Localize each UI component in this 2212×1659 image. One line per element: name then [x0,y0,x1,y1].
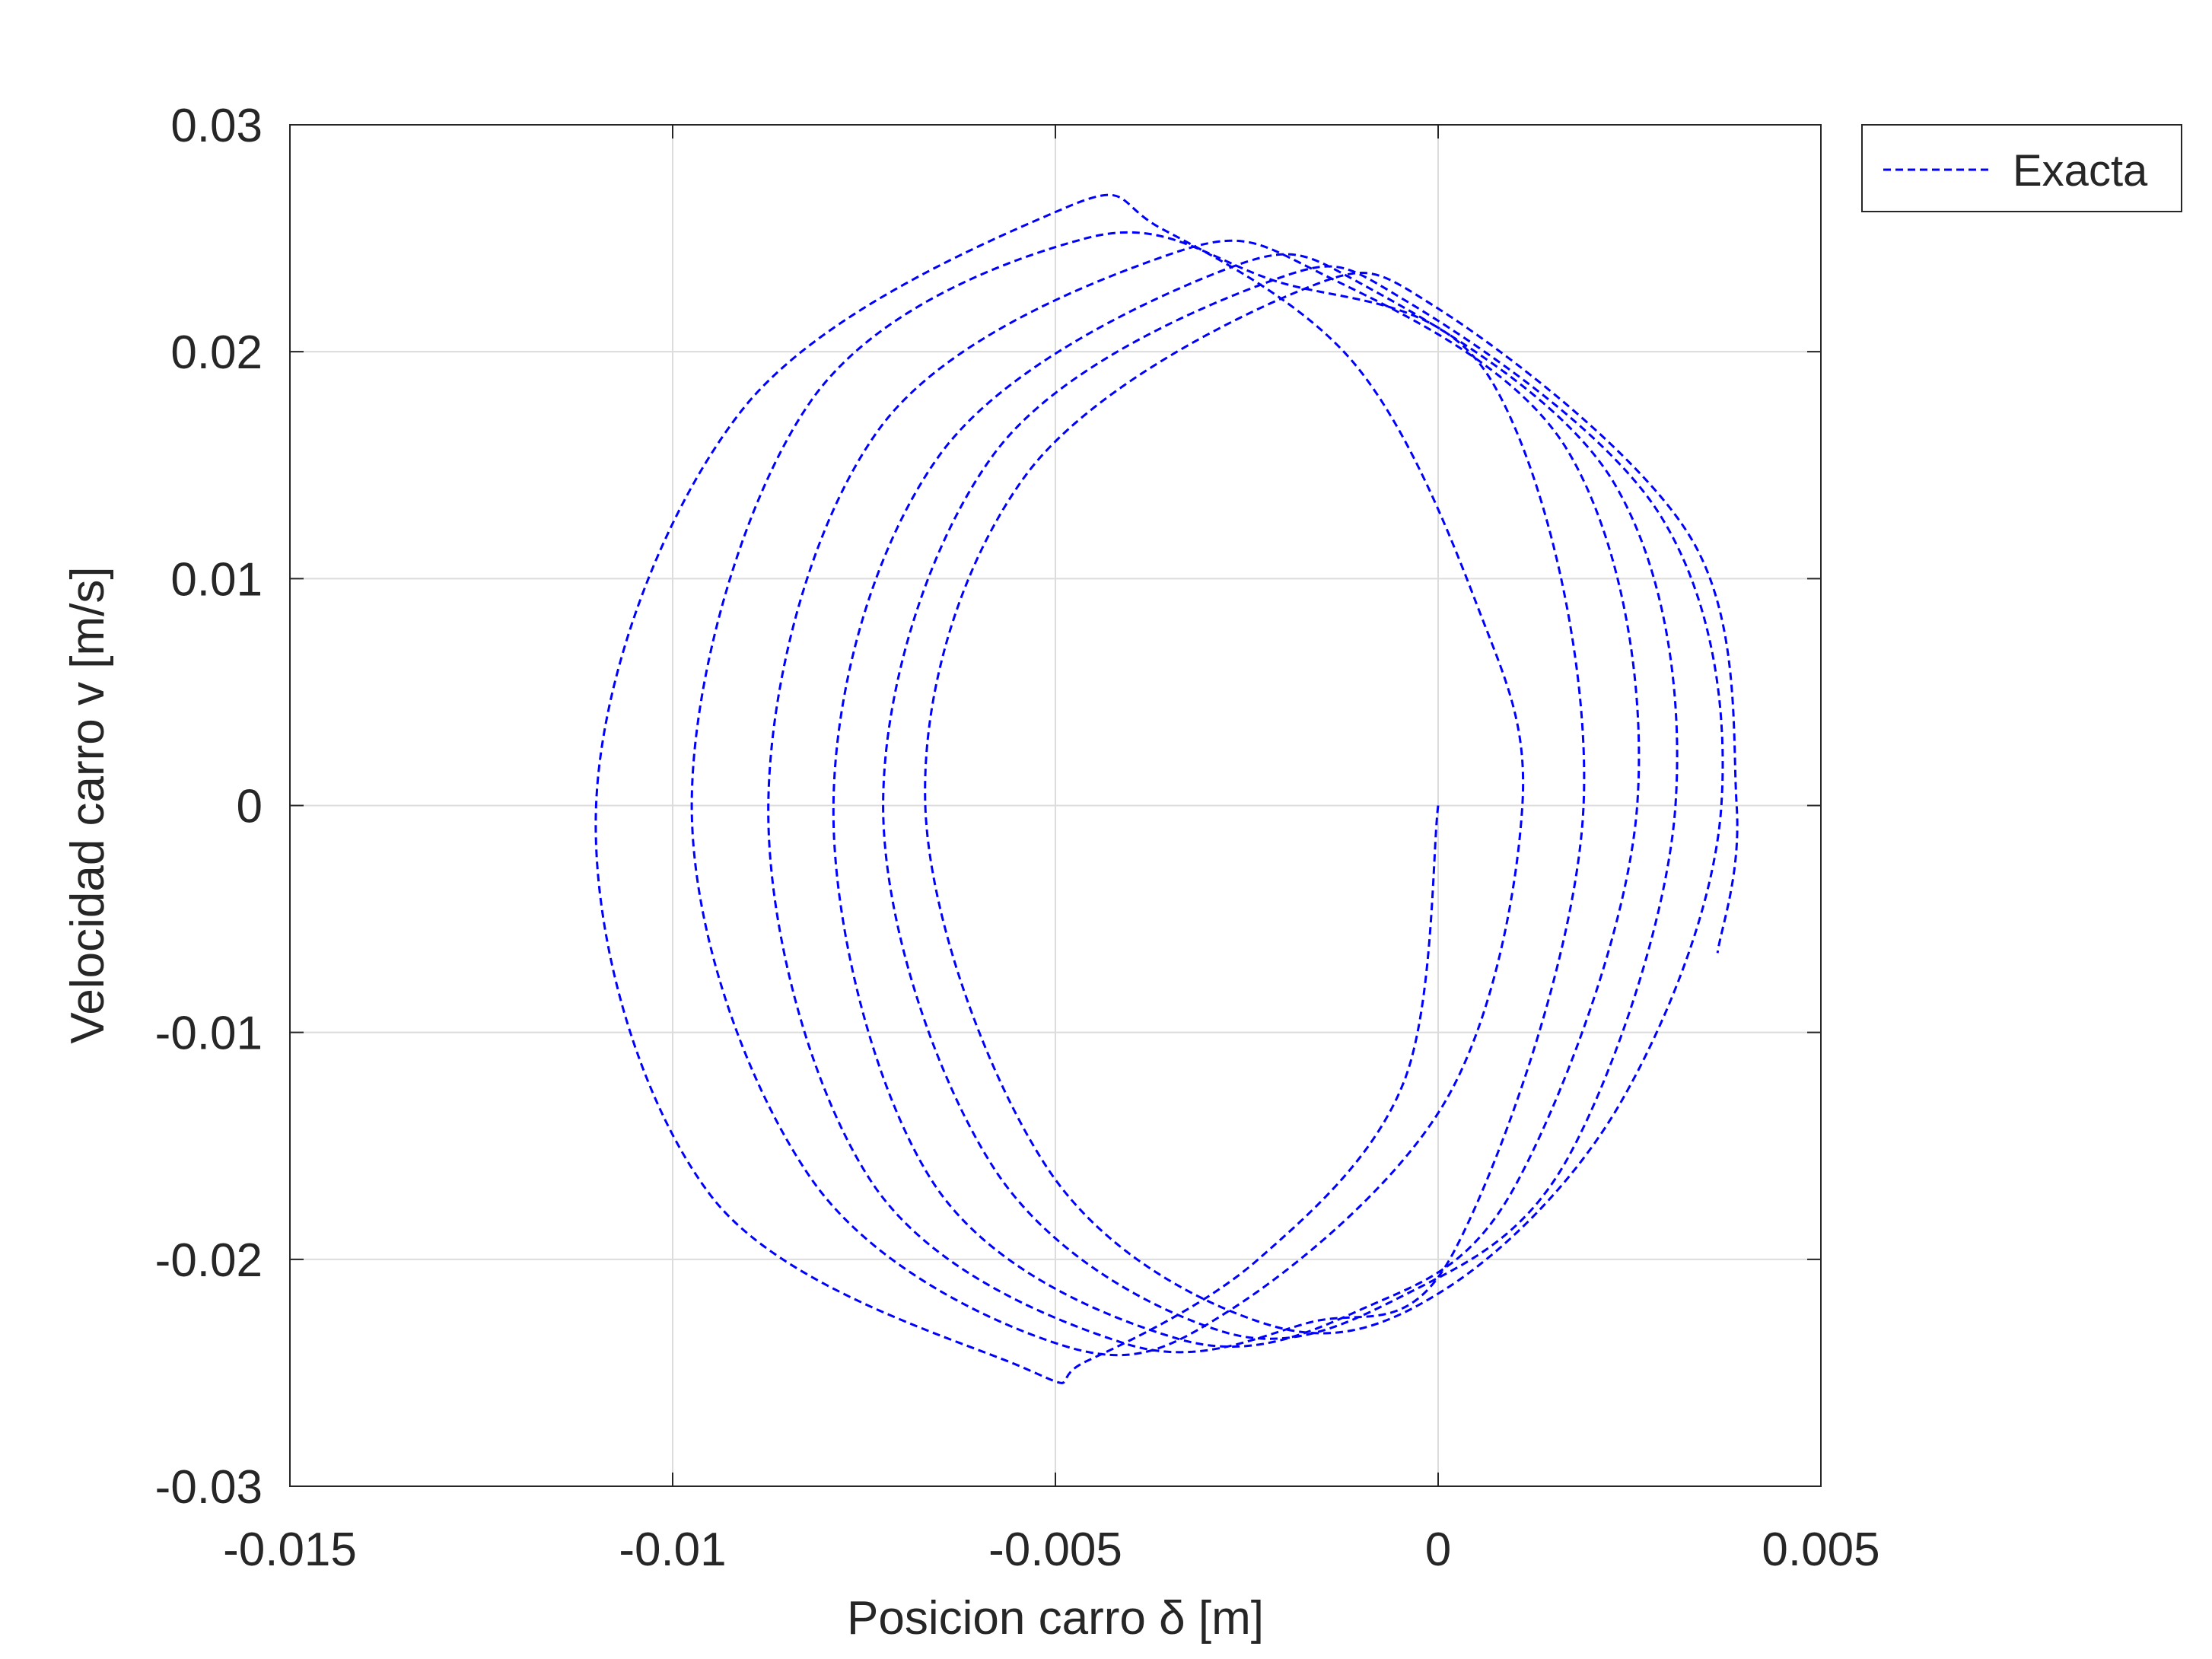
legend-label: Exacta [2013,146,2148,196]
x-axis-label: Posicion carro δ [m] [847,1592,1264,1645]
x-tick-labels: -0.015 -0.01 -0.005 0 0.005 [223,1524,1879,1576]
x-tick-label: -0.005 [988,1524,1122,1576]
y-tick-label: -0.03 [155,1461,263,1514]
y-tick-label: -0.01 [155,1008,263,1060]
series-line-exacta [594,193,1739,1384]
x-tick-label: 0.005 [1762,1524,1879,1576]
y-tick-label: 0.02 [170,326,263,379]
series-group [594,193,1739,1384]
x-tick-label: 0 [1425,1524,1451,1576]
x-tick-label: -0.01 [619,1524,726,1576]
x-tick-label: -0.015 [223,1524,357,1576]
y-tick-labels: -0.03 -0.02 -0.01 0 0.01 0.02 0.03 [155,100,263,1514]
y-tick-label: 0 [237,781,263,833]
axis-ticks [289,124,1822,1487]
legend: Exacta [1861,124,2182,212]
y-axis-label: Velocidad carro v [m/s] [62,566,114,1043]
y-tick-label: 0.01 [170,553,263,606]
y-tick-label: -0.02 [155,1234,263,1287]
y-tick-label: 0.03 [170,100,263,152]
legend-box [1861,124,2182,212]
